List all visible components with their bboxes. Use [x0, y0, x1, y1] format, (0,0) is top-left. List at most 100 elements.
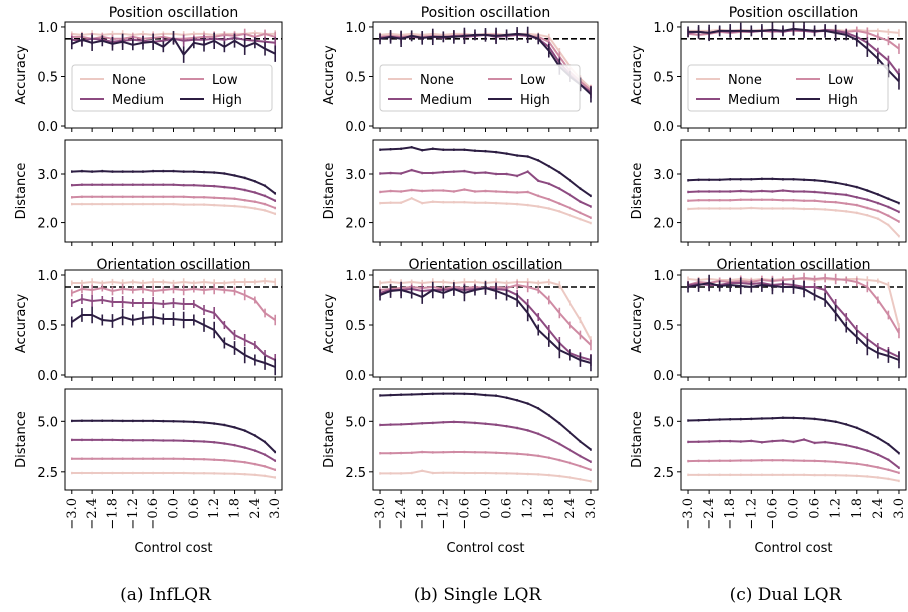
- y-tick-label: 1.0: [653, 269, 674, 284]
- x-tick-label: 0.0: [479, 498, 494, 519]
- legend-label: High: [212, 93, 242, 108]
- series-high: [687, 416, 900, 455]
- legend-label: Medium: [728, 93, 780, 108]
- y-tick-label: 0.0: [345, 369, 366, 384]
- x-tick-label: 2.4: [871, 498, 886, 519]
- panel-1-4: 2.5 5.0 Distance −3.0 −2.4 −1.8 −1.2 −0.6 0.0 0.6…: [14, 388, 283, 605]
- legend-label: Low: [828, 73, 854, 88]
- series-none: [687, 206, 900, 238]
- x-axis-label: Control cost: [754, 541, 832, 556]
- series-medium: [687, 438, 900, 469]
- x-tick-label: −2.4: [702, 498, 717, 530]
- series-high: [70, 31, 277, 63]
- x-tick-label: −0.6: [146, 498, 161, 530]
- legend-label: None: [112, 73, 146, 88]
- y-tick-label: 0.5: [37, 319, 58, 334]
- panel-title: Orientation oscillation: [96, 257, 250, 273]
- x-tick-label: −1.8: [105, 498, 120, 530]
- y-tick-label: 1.0: [37, 269, 58, 284]
- y-tick-label: 2.5: [653, 466, 674, 481]
- series-low: [687, 198, 900, 223]
- x-tick-label: −1.8: [415, 498, 430, 530]
- x-tick-label: 0.6: [500, 498, 515, 519]
- y-axis-label: Accuracy: [630, 294, 645, 354]
- series-line: [71, 203, 276, 215]
- panel-3-2: 2.0 3.0 Distance: [630, 139, 907, 246]
- legend: None Low Medium High: [71, 64, 273, 112]
- y-tick-label: 0.0: [37, 120, 58, 135]
- y-axis-label: Distance: [14, 411, 29, 468]
- series-medium: [70, 438, 277, 462]
- x-tick-label: −3.0: [65, 498, 80, 530]
- y-tick-label: 0.0: [653, 120, 674, 135]
- y-tick-label: 2.5: [345, 466, 366, 481]
- subfigure-caption: (c) Dual LQR: [730, 585, 843, 605]
- y-tick-label: 2.0: [653, 217, 674, 232]
- series-medium: [70, 294, 277, 366]
- y-axis-label: Accuracy: [14, 45, 29, 105]
- series-medium: [70, 183, 277, 202]
- x-tick-label: 3.0: [892, 498, 907, 519]
- x-tick-label: 2.4: [248, 498, 263, 519]
- x-tick-label: −3.0: [681, 498, 696, 530]
- y-tick-label: 0.0: [37, 369, 58, 384]
- y-tick-label: 2.0: [345, 217, 366, 232]
- panel-1-3: 0.0 0.5 1.0 Accuracy Orientation oscillation: [14, 257, 283, 384]
- y-tick-label: 2.5: [37, 466, 58, 481]
- legend-label: Low: [520, 73, 546, 88]
- x-tick-label: 1.2: [207, 498, 222, 519]
- x-axis-label: Control cost: [446, 541, 524, 556]
- panel-3-3: 0.0 0.5 1.0 Accuracy Orientation oscillation: [630, 257, 907, 384]
- panel-3-1: 0.0 0.5 1.0 Accuracy Position oscillation Non…: [630, 5, 907, 135]
- y-tick-label: 1.0: [653, 21, 674, 36]
- series-high: [687, 177, 900, 205]
- series-none: [70, 202, 277, 216]
- subfigure-caption: (b) Single LQR: [414, 585, 543, 605]
- x-tick-label: 1.8: [228, 498, 243, 519]
- x-tick-label: −1.8: [723, 498, 738, 530]
- panel-title: Orientation oscillation: [408, 257, 562, 273]
- series-none: [70, 471, 277, 479]
- axes-frame: [372, 388, 599, 491]
- series-high: [687, 21, 900, 90]
- series-none: [379, 197, 592, 225]
- x-tick-label: 3.0: [584, 498, 599, 519]
- legend-box: [71, 64, 273, 112]
- x-tick-label: −1.2: [744, 498, 759, 530]
- legend-label: None: [728, 73, 762, 88]
- legend-label: High: [520, 93, 550, 108]
- y-tick-label: 3.0: [37, 168, 58, 183]
- series-low: [379, 450, 592, 472]
- y-tick-label: 3.0: [345, 168, 366, 183]
- panel-2-1: 0.0 0.5 1.0 Accuracy Position oscillation Non…: [322, 5, 599, 135]
- y-axis-label: Accuracy: [630, 45, 645, 105]
- x-tick-label: 1.2: [521, 498, 536, 519]
- y-tick-label: 0.5: [345, 319, 366, 334]
- y-tick-label: 5.0: [345, 415, 366, 430]
- y-tick-label: 5.0: [37, 415, 58, 430]
- series-medium: [687, 189, 900, 214]
- legend-label: Medium: [112, 93, 164, 108]
- series-none: [379, 469, 592, 483]
- legend-label: None: [420, 73, 454, 88]
- panel-2-3: 0.0 0.5 1.0 Accuracy Orientation oscillation: [322, 257, 599, 384]
- y-axis-label: Distance: [630, 411, 645, 468]
- series-high: [379, 392, 592, 451]
- y-axis-label: Distance: [14, 163, 29, 220]
- x-tick-label: 1.8: [542, 498, 557, 519]
- x-tick-label: 0.0: [167, 498, 182, 519]
- series-line: [687, 206, 900, 237]
- y-tick-label: 0.5: [345, 70, 366, 85]
- series-medium: [379, 420, 592, 463]
- legend: None Low Medium High: [379, 64, 581, 112]
- series-low: [70, 457, 277, 472]
- legend-box: [687, 64, 889, 112]
- x-axis-label: Control cost: [134, 541, 212, 556]
- series-high: [70, 419, 277, 454]
- legend-label: Medium: [420, 93, 472, 108]
- x-tick-label: −0.6: [457, 498, 472, 530]
- x-tick-label: 0.6: [187, 498, 202, 519]
- series-line: [687, 438, 900, 469]
- series-line: [687, 416, 900, 454]
